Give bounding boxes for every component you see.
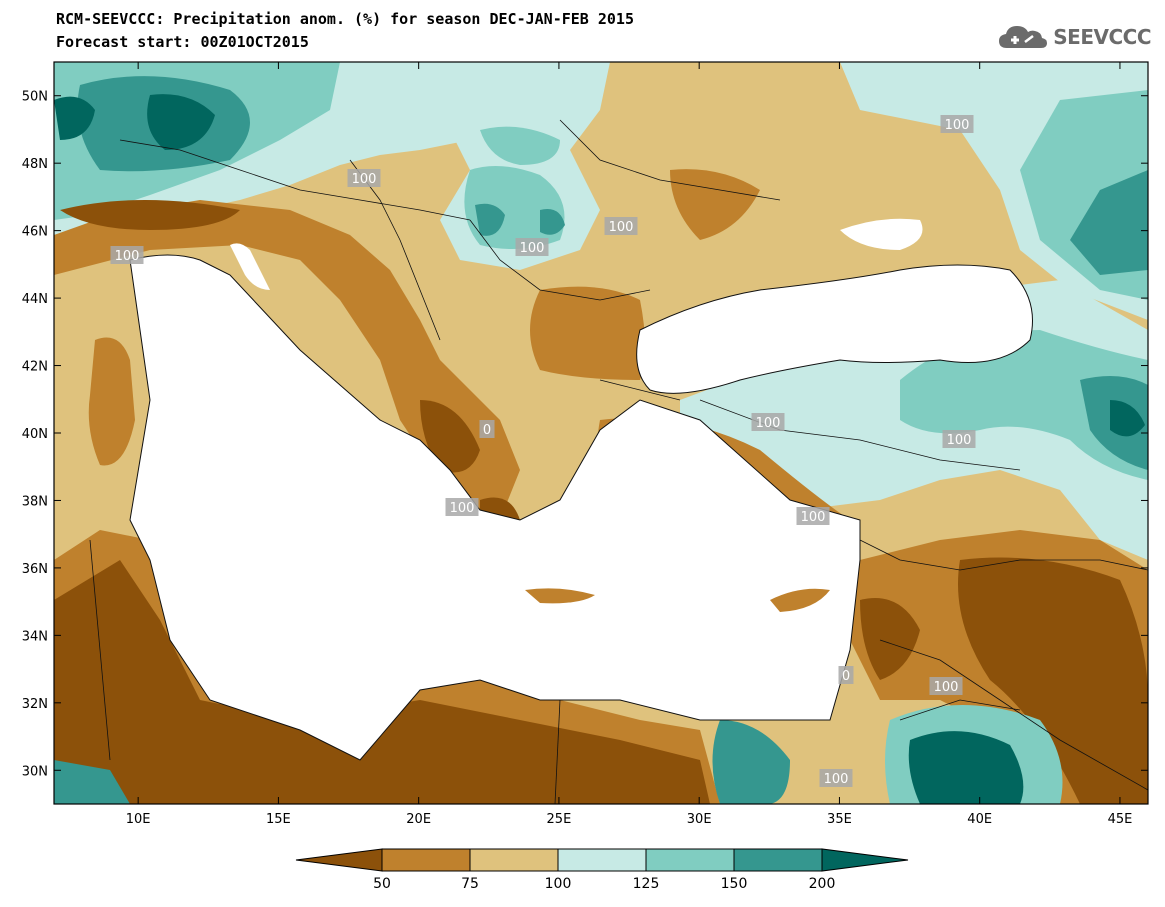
wet-core-arabia: [908, 731, 1024, 804]
wet-core-sinai: [712, 720, 790, 804]
lat-tick-label: 40N: [22, 427, 48, 442]
contour-label-bg: [942, 430, 976, 448]
colorbar-level-label: 125: [633, 876, 660, 892]
dry-region-ukraine: [670, 169, 760, 240]
wet-spot-1: [475, 203, 505, 236]
anomaly-field: [54, 62, 1148, 804]
colorbar-segment: [645, 848, 735, 872]
colorbar-segment: [557, 848, 647, 872]
contour-label: 100: [801, 510, 826, 525]
colorbar-upper-extension: [821, 848, 909, 872]
contour-label: 100: [520, 241, 545, 256]
lon-tick-label: 20E: [406, 812, 431, 827]
wet-core-caucasus: [900, 330, 1148, 480]
black-sea: [636, 265, 1033, 394]
contour-label-bg: [110, 246, 144, 264]
wet-core-slovakia: [480, 126, 560, 165]
contour-label: 100: [824, 772, 849, 787]
wet-core-russia-2: [1070, 170, 1148, 275]
lon-tick-label: 30E: [687, 812, 712, 827]
lat-tick-label: 44N: [22, 292, 48, 307]
lat-tick-label: 34N: [22, 629, 48, 644]
map-subtitle: Forecast start: 00Z01OCT2015: [56, 33, 309, 51]
contour-label: 100: [947, 433, 972, 448]
wet-spot-libya: [54, 760, 130, 804]
colorbar-level-label: 150: [721, 876, 748, 892]
contour-label: 0: [842, 669, 850, 684]
wet-core-germany-2: [147, 94, 215, 150]
colorbar-segment: [469, 848, 559, 872]
contour-label-bg: [940, 115, 974, 133]
colorbar: 50 75 100 125 150 200: [295, 848, 909, 892]
colorbar-level-label: 75: [461, 876, 479, 892]
colorbar-level-label: 50: [373, 876, 391, 892]
contour-label-bg: [929, 677, 963, 695]
contour-label-bg: [751, 413, 785, 431]
wet-core-west: [54, 96, 95, 140]
dry-core-north-africa: [54, 560, 710, 804]
longitude-axis: 10E 15E 20E 25E 30E 35E 40E 45E: [126, 62, 1133, 827]
contour-label: 100: [450, 501, 475, 516]
contour-label-bg: [796, 507, 830, 525]
lat-tick-label: 46N: [22, 225, 48, 240]
contour-label-bg: [819, 769, 853, 787]
lat-tick-label: 30N: [22, 764, 48, 779]
colorbar-level-label: 200: [809, 876, 836, 892]
wet-spot-2: [540, 209, 565, 235]
cloud-icon: [999, 26, 1048, 48]
lon-tick-label: 10E: [126, 812, 151, 827]
colorbar-segment: [381, 848, 471, 872]
sea-of-azov: [840, 218, 923, 250]
map-title: RCM-SEEVCCC: Precipitation anom. (%) for…: [56, 10, 634, 28]
dry-core-alps: [60, 200, 240, 230]
contour-label: 100: [115, 249, 140, 264]
colorbar-level-label: 100: [545, 876, 572, 892]
lon-tick-label: 35E: [827, 812, 852, 827]
contour-label-bg: [604, 217, 638, 235]
seevccc-logo: SEEVCCC: [997, 22, 1151, 52]
crete-island: [525, 588, 595, 604]
contour-label-bg: [445, 498, 479, 516]
logo-text: SEEVCCC: [1053, 25, 1151, 49]
lon-tick-label: 25E: [547, 812, 572, 827]
contour-label: 100: [945, 118, 970, 133]
contour-label: 100: [756, 416, 781, 431]
colorbar-lower-extension: [295, 848, 383, 872]
contour-label: 100: [352, 172, 377, 187]
contour-labels: 100 100 100 100 100 100 100 100 100 100 100 0 0: [110, 115, 976, 787]
mediterranean-sea: [130, 255, 860, 760]
dry-core-levant: [860, 598, 920, 680]
dry-core-syria: [958, 557, 1148, 804]
contour-label: 0: [483, 423, 491, 438]
lat-tick-label: 42N: [22, 360, 48, 375]
contour-label: 100: [609, 220, 634, 235]
lon-tick-label: 40E: [967, 812, 992, 827]
lon-tick-label: 45E: [1108, 812, 1133, 827]
contour-label-bg: [479, 420, 495, 438]
lat-tick-label: 38N: [22, 494, 48, 509]
lat-tick-label: 36N: [22, 562, 48, 577]
lat-tick-label: 48N: [22, 157, 48, 172]
dry-region-bulgaria: [530, 286, 645, 380]
lat-tick-label: 50N: [22, 90, 48, 105]
coastlines: [129, 254, 1033, 761]
colorbar-segment: [733, 848, 823, 872]
contour-label: 100: [934, 680, 959, 695]
contour-label-bg: [515, 238, 549, 256]
dry-region-sardinia: [88, 337, 135, 466]
lat-tick-label: 32N: [22, 697, 48, 712]
lon-tick-label: 15E: [266, 812, 291, 827]
latitude-axis: 50N 48N 46N 44N 42N 40N 38N 36N 34N 32N 30N: [22, 90, 1148, 779]
contour-label-bg: [347, 169, 381, 187]
dry-region-adriatic: [54, 200, 520, 520]
wet-core-armenia-2: [1110, 400, 1145, 437]
adriatic-sea-north: [230, 243, 270, 290]
cyprus-island: [770, 588, 830, 612]
contour-label-bg: [838, 666, 854, 684]
